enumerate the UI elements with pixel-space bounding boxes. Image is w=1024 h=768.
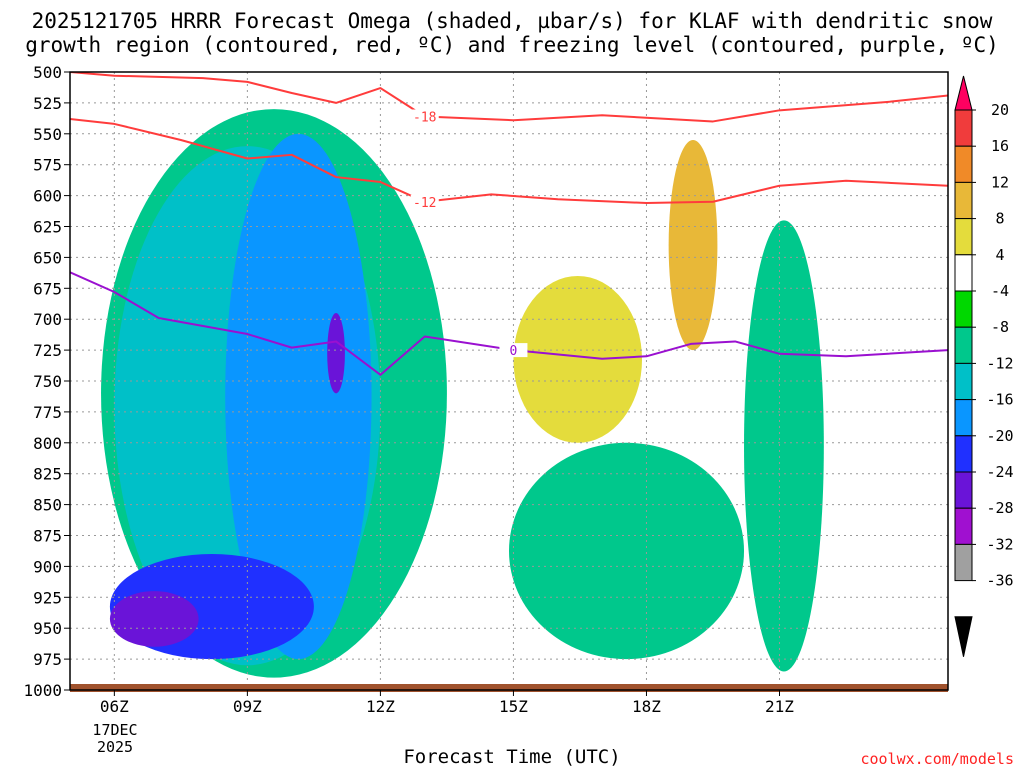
footer-credit[interactable]: coolwx.com/models xyxy=(860,750,1014,768)
y-tick-label-17: 925 xyxy=(33,588,62,607)
x-axis-label: Forecast Time (UTC) xyxy=(403,746,621,768)
contour-label-1: -12 xyxy=(413,196,436,211)
omega-region-6 xyxy=(109,591,199,647)
y-tick-label-7: 675 xyxy=(33,279,62,298)
contour-lines: -18 -12 0 xyxy=(70,72,948,376)
contour-label-bg-0 xyxy=(410,109,439,124)
omega-region-8 xyxy=(513,275,643,443)
x-tick-label-4: 18Z xyxy=(632,697,661,716)
colorbar-label-10: -24 xyxy=(986,463,1013,481)
colorbar-segment-2 xyxy=(954,181,973,220)
colorbar-bottom-arrow xyxy=(954,616,973,657)
x-tick-label-1: 09Z xyxy=(233,697,262,716)
colorbar-segment-5 xyxy=(954,290,973,328)
omega-region-1 xyxy=(508,442,745,660)
colorbar-segment-0 xyxy=(954,109,973,147)
y-tick-label-13: 825 xyxy=(33,465,62,484)
y-tick-label-15: 875 xyxy=(33,527,62,546)
colorbar-label-4: 4 xyxy=(995,246,1004,264)
omega-shading xyxy=(101,109,824,678)
chart-title-line-1: 2025121705 HRRR Forecast Omega (shaded, … xyxy=(31,9,993,33)
chart-title-line-2: growth region (contoured, red, ºC) and f… xyxy=(25,33,999,57)
y-tick-label-8: 700 xyxy=(33,310,62,329)
y-tick-label-20: 1000 xyxy=(23,681,62,700)
y-tick-label-3: 575 xyxy=(33,156,62,175)
x-tick-label-3: 15Z xyxy=(499,697,528,716)
colorbar-segment-6 xyxy=(954,326,973,364)
date-day: 17DEC xyxy=(92,721,138,739)
omega-region-4 xyxy=(225,133,372,660)
x-tick-label-2: 12Z xyxy=(366,697,395,716)
colorbar-label-11: -28 xyxy=(986,499,1013,517)
grid xyxy=(70,71,948,691)
colorbar-segment-9 xyxy=(954,435,973,473)
colorbar-segment-7 xyxy=(954,362,973,401)
colorbar-label-5: -4 xyxy=(991,282,1009,300)
y-tick-label-6: 650 xyxy=(33,248,62,267)
y-tick-label-12: 800 xyxy=(33,434,62,453)
contour-label-0: -18 xyxy=(413,110,436,125)
y-tick-label-1: 525 xyxy=(33,94,62,113)
contour-label-bg-1 xyxy=(410,194,439,209)
x-tick-label-5: 21Z xyxy=(765,697,794,716)
colorbar-label-12: -32 xyxy=(986,535,1013,553)
colorbar-segment-8 xyxy=(954,399,973,437)
colorbar-label-0: 20 xyxy=(991,101,1009,119)
y-tick-label-0: 500 xyxy=(33,63,62,82)
omega-region-7 xyxy=(327,313,345,394)
y-tick-label-5: 625 xyxy=(33,218,62,237)
y-tick-label-4: 600 xyxy=(33,187,62,206)
colorbar-top-arrow xyxy=(954,75,973,111)
colorbar: 20 16 12 8 4 -4 -8 -12 -16 -20 -24 -28 -32 -36 xyxy=(954,75,1014,657)
y-tick-label-9: 725 xyxy=(33,341,62,360)
colorbar-label-1: 16 xyxy=(991,137,1009,155)
colorbar-segment-1 xyxy=(954,145,973,183)
colorbar-label-6: -8 xyxy=(991,318,1009,336)
colorbar-label-9: -20 xyxy=(986,427,1013,445)
x-tick-label-0: 06Z xyxy=(100,697,129,716)
y-tick-label-2: 550 xyxy=(33,125,62,144)
y-tick-label-10: 750 xyxy=(33,372,62,391)
y-tick-label-11: 775 xyxy=(33,403,62,422)
colorbar-segment-11 xyxy=(954,507,973,545)
colorbar-label-8: -16 xyxy=(986,391,1013,409)
contour-line-0 xyxy=(70,72,948,123)
omega-region-2 xyxy=(744,220,824,672)
colorbar-label-13: -36 xyxy=(986,572,1013,590)
y-tick-label-14: 850 xyxy=(33,496,62,515)
omega-region-9 xyxy=(668,139,718,351)
y-tick-label-18: 950 xyxy=(33,619,62,638)
colorbar-segment-12 xyxy=(954,543,973,582)
y-tick-label-19: 975 xyxy=(33,650,62,669)
contour-label-2: 0 xyxy=(510,344,518,359)
y-tick-label-16: 900 xyxy=(33,557,62,576)
colorbar-label-3: 8 xyxy=(995,210,1004,228)
contour-line-2 xyxy=(70,271,948,376)
date-year: 2025 xyxy=(96,738,134,756)
colorbar-segment-4 xyxy=(954,254,973,292)
ground-surface xyxy=(70,684,948,692)
date-label: 17DEC 2025 xyxy=(80,722,150,756)
contour-label-bg-2 xyxy=(499,343,528,358)
colorbar-label-2: 12 xyxy=(991,173,1009,191)
colorbar-segment-10 xyxy=(954,471,973,509)
colorbar-segment-3 xyxy=(954,218,973,256)
axes: 500 525 550 575 600 625 650 675 700 725 750 775 800 8… xyxy=(23,63,794,716)
colorbar-label-7: -12 xyxy=(986,354,1013,372)
